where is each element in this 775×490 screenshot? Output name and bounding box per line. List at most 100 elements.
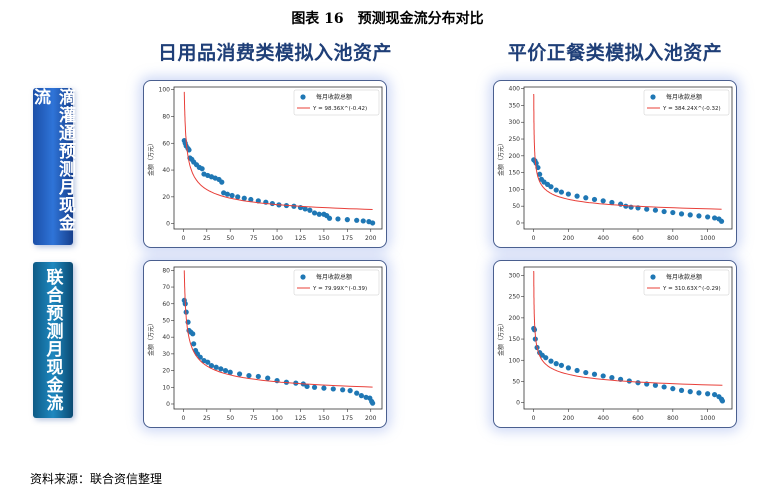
x-tick-label: 125 [295, 235, 307, 242]
data-point [635, 380, 641, 386]
y-tick-label: 80 [162, 113, 170, 120]
data-point [213, 364, 219, 370]
chart-lianhe-casual-dining: 0 200 400 600 800 1000 0 50 100 150 200 250 300 金额（万元… [493, 260, 737, 428]
data-point [354, 390, 360, 396]
x-tick-label: 25 [203, 415, 211, 422]
data-point [652, 382, 659, 388]
data-point [340, 387, 346, 393]
legend-scatter-label: 每月收款总额 [316, 273, 352, 281]
legend-fit-label: Y = 310.63X^(-0.29) [662, 286, 721, 292]
legend-box [293, 89, 380, 116]
y-tick-label: 40 [162, 334, 170, 341]
y-tick-label: 100 [509, 186, 521, 193]
data-point [241, 195, 247, 201]
data-point [235, 194, 241, 200]
chart-lianhe-daily-goods: 0 25 50 75 100 125 150 175 200 0 10 20 30 40 50 60 70 80 金… [143, 260, 387, 428]
x-tick-label: 150 [318, 235, 330, 242]
y-tick-label: 50 [512, 378, 520, 385]
data-point [583, 369, 589, 376]
data-point [574, 193, 580, 199]
source-note: 资料来源：联合资信整理 [30, 472, 163, 486]
y-tick-label: 20 [162, 368, 170, 375]
y-tick-label: 50 [512, 203, 520, 210]
y-tick-label: 30 [162, 351, 170, 358]
x-tick-label: 50 [226, 415, 234, 422]
data-point [623, 203, 629, 209]
y-tick-label: 250 [509, 294, 521, 301]
data-point [661, 208, 667, 215]
x-tick-label: 1000 [700, 415, 715, 422]
data-point [548, 184, 554, 190]
data-point [644, 206, 650, 212]
data-point [347, 388, 353, 394]
data-point [311, 210, 318, 216]
data-point [553, 187, 559, 193]
data-point [711, 391, 718, 398]
data-point [269, 200, 275, 207]
data-point [246, 372, 252, 379]
y-axis-label: 金额（万元） [497, 320, 505, 356]
data-point [705, 214, 711, 220]
data-point [687, 212, 693, 218]
data-point [208, 362, 215, 369]
data-point [311, 384, 318, 390]
row-label-ddt-forecast: 滴灌通预测月现金流 [30, 88, 75, 245]
legend-scatter-marker [650, 94, 656, 100]
data-point [565, 191, 571, 197]
data-point [533, 160, 539, 166]
data-point [718, 218, 725, 224]
chart-ddt-casual-dining: 0 200 400 600 800 1000 0 50 100 150 200 250 300 350 40… [493, 80, 737, 248]
data-point [335, 216, 341, 222]
legend-box [293, 269, 380, 296]
legend-scatter-label: 每月收款总额 [316, 93, 352, 101]
x-tick-label: 175 [342, 235, 354, 242]
legend-scatter-label: 每月收款总额 [666, 273, 702, 281]
y-tick-label: 60 [162, 140, 170, 147]
data-point [678, 211, 685, 217]
legend-box [643, 89, 730, 116]
data-point [696, 390, 702, 396]
chart-ddt-daily-goods: 0 25 50 75 100 125 150 175 200 0 20 40 60 80 100 金额（万元）… [143, 80, 387, 248]
y-axis-label: 金额（万元） [497, 140, 505, 176]
fit-curve [533, 93, 722, 210]
data-point [553, 361, 559, 367]
y-tick-label: 100 [159, 87, 171, 94]
legend-fit-label: Y = 384.24X^(-0.32) [662, 106, 721, 112]
x-tick-label: 200 [365, 235, 377, 242]
x-tick-label: 0 [181, 415, 185, 422]
data-point [224, 191, 231, 197]
y-tick-label: 0 [516, 400, 520, 407]
x-tick-label: 400 [597, 235, 609, 242]
x-tick-label: 800 [667, 415, 679, 422]
data-point [321, 385, 327, 391]
y-tick-label: 10 [162, 384, 170, 391]
data-point [670, 209, 676, 216]
y-tick-label: 400 [509, 86, 521, 93]
data-point [600, 373, 606, 379]
x-tick-label: 100 [271, 235, 283, 242]
y-tick-label: 350 [509, 102, 521, 109]
data-point [191, 341, 197, 347]
fit-curve [533, 270, 723, 386]
y-tick-label: 0 [516, 220, 520, 227]
data-point [316, 211, 322, 217]
data-point [358, 393, 364, 399]
x-tick-label: 0 [532, 235, 536, 242]
column-header-casual-dining: 平价正餐类模拟入池资产 [507, 42, 723, 64]
x-tick-label: 0 [181, 235, 185, 242]
data-point [600, 198, 606, 204]
legend-fit-label: Y = 98.36X^(-0.42) [312, 106, 367, 112]
data-point [696, 213, 702, 219]
legend-scatter-marker [300, 94, 306, 100]
y-tick-label: 150 [509, 336, 521, 343]
data-point [626, 378, 632, 384]
data-point [687, 389, 693, 395]
x-tick-label: 600 [632, 235, 644, 242]
legend-box [643, 269, 730, 296]
data-point [265, 375, 271, 381]
x-tick-label: 200 [563, 235, 575, 242]
x-tick-label: 800 [667, 235, 679, 242]
y-axis-label: 金额（万元） [147, 140, 155, 176]
x-tick-label: 50 [226, 235, 234, 242]
